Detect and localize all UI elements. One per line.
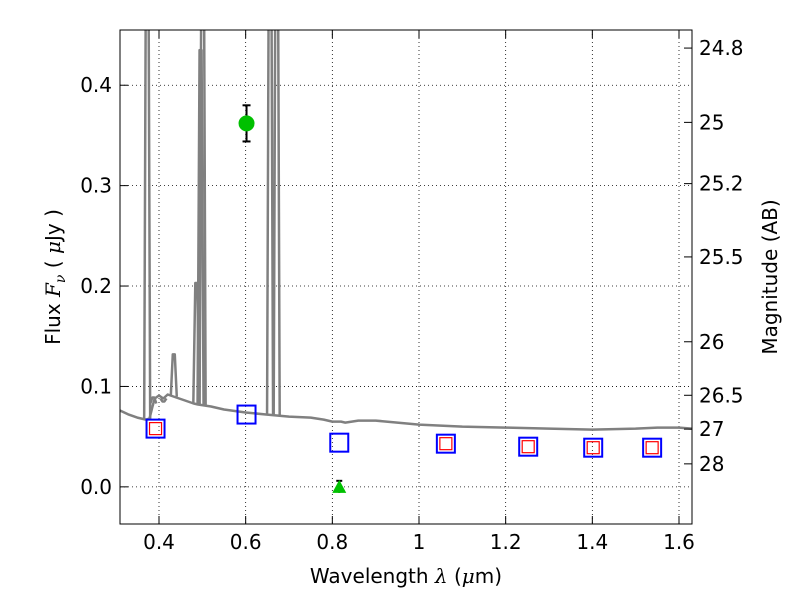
y-tick-label: 0.4 <box>80 73 112 97</box>
markers-layer <box>145 104 663 493</box>
model-photometry-square <box>236 404 257 425</box>
emission-line <box>142 30 152 420</box>
y-axis-label-right: Magnitude (AB) <box>758 199 782 354</box>
right-tick-label: 26.5 <box>699 383 744 407</box>
model-photometry-square <box>518 436 539 457</box>
y-tick-label: 0.0 <box>80 475 112 499</box>
non-detection-point <box>332 479 347 493</box>
observed-photometry-square <box>439 437 453 451</box>
right-tick-label: 25.2 <box>699 172 744 196</box>
x-tick-label: 0.8 <box>316 530 348 554</box>
x-tick-label: 1.2 <box>490 530 522 554</box>
y-axis-label: Flux Fν ( μJy ) <box>41 209 69 345</box>
plot-area <box>120 30 692 431</box>
right-tick-label: 25.5 <box>699 245 744 269</box>
model-photometry-square <box>642 437 663 458</box>
right-tick-label: 24.8 <box>699 36 744 60</box>
observed-photometry-square <box>645 441 659 455</box>
observed-photometry-square <box>586 441 600 455</box>
detection-point <box>238 115 255 132</box>
emission-line <box>265 30 275 415</box>
right-tick-label: 26 <box>699 330 724 354</box>
x-tick-label: 0.4 <box>143 530 175 554</box>
x-tick-label: 1 <box>413 530 426 554</box>
right-tick-label: 27 <box>699 417 724 441</box>
model-photometry-square <box>145 418 166 439</box>
model-photometry-square <box>435 433 456 454</box>
y-tick-label: 0.3 <box>80 174 112 198</box>
plot-frame <box>119 29 693 525</box>
y-tick-label: 0.1 <box>80 374 112 398</box>
x-axis-label: Wavelength λ (μm) <box>310 564 502 588</box>
observed-photometry-square <box>148 422 163 436</box>
observed-photometry-square <box>521 440 535 454</box>
y-tick-label: 0.2 <box>80 274 112 298</box>
grid-lines <box>120 30 692 524</box>
model-photometry-square <box>583 437 604 458</box>
x-tick-label: 0.6 <box>230 530 262 554</box>
right-tick-label: 25 <box>699 110 724 134</box>
emission-line <box>149 396 158 404</box>
x-tick-label: 1.4 <box>576 530 608 554</box>
emission-line <box>159 397 168 403</box>
x-tick-label: 1.6 <box>663 530 695 554</box>
emission-line <box>272 30 281 416</box>
emission-line <box>169 353 179 397</box>
axes-layer: 0.4 0.6 0.8 1 1.2 1.4 1.6 0.0 0.1 0.2 0.3 0.4 24.8 25… <box>80 30 744 554</box>
right-tick-label: 28 <box>699 452 724 476</box>
model-photometry-square <box>329 432 350 453</box>
emission-line <box>198 30 207 406</box>
